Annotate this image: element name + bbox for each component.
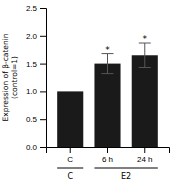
y-tick: 1.5 bbox=[26, 60, 46, 69]
annotation: * bbox=[143, 34, 148, 44]
x-tick-label: 24 h bbox=[137, 155, 153, 164]
x-tick: 6 h bbox=[102, 147, 113, 164]
x-tick-label: C bbox=[67, 155, 73, 164]
y-tick: 2.5 bbox=[26, 4, 46, 13]
x-tick-label: 6 h bbox=[102, 155, 113, 164]
plot: 0.0 0.5 1.0 1.5 2.0 2.5 C 6 h 24 h Expression of … bbox=[1, 4, 170, 181]
y-tick-mark bbox=[40, 91, 46, 92]
y-tick-mark bbox=[40, 36, 46, 37]
y-tick-label: 0.5 bbox=[26, 115, 38, 124]
chart-svg: 0.0 0.5 1.0 1.5 2.0 2.5 C 6 h 24 h Expression of … bbox=[0, 0, 175, 185]
y-axis-line bbox=[40, 9, 47, 148]
y-tick-mark bbox=[40, 64, 46, 65]
y-tick-mark bbox=[40, 8, 46, 9]
y-axis-title: Expression of β-catenin(control=1) bbox=[1, 33, 19, 121]
y-tick-label: 0.0 bbox=[26, 143, 38, 152]
y-tick: 0.5 bbox=[26, 115, 46, 124]
y-axis: 0.0 0.5 1.0 1.5 2.0 2.5 bbox=[26, 4, 47, 152]
x-axis: C 6 h 24 h bbox=[47, 147, 170, 164]
y-tick-label: 2.0 bbox=[26, 32, 38, 41]
y-tick-label: 1.0 bbox=[26, 87, 38, 96]
x-tick-mark bbox=[107, 147, 108, 153]
y-tick-label: 1.5 bbox=[26, 60, 38, 69]
x-tick: C bbox=[67, 147, 73, 164]
x-tick-mark bbox=[144, 147, 145, 153]
y-tick-label: 2.5 bbox=[26, 4, 38, 13]
group-label: E2 bbox=[121, 172, 131, 181]
y-tick: 2.0 bbox=[26, 32, 46, 41]
bar bbox=[94, 64, 120, 147]
x-tick: 24 h bbox=[137, 147, 153, 164]
y-tick: 0.0 bbox=[26, 143, 46, 152]
bar bbox=[57, 91, 83, 147]
y-tick-mark bbox=[40, 119, 46, 120]
marks bbox=[57, 43, 158, 147]
chart-container: 0.0 0.5 1.0 1.5 2.0 2.5 C 6 h 24 h Expression of … bbox=[0, 0, 175, 185]
error-bar-cap bbox=[102, 73, 114, 74]
error-bar-line bbox=[144, 43, 145, 67]
error-bar-cap bbox=[139, 67, 151, 68]
x-axis-line bbox=[47, 148, 170, 154]
bar bbox=[132, 55, 158, 147]
y-tick-mark bbox=[40, 147, 46, 148]
group-label: C bbox=[67, 172, 73, 181]
group-underline bbox=[94, 168, 157, 169]
x-tick-mark bbox=[70, 147, 71, 153]
error-bar bbox=[102, 54, 114, 74]
y-tick: 1.0 bbox=[26, 87, 46, 96]
error-bar bbox=[139, 43, 151, 67]
group-underline bbox=[57, 168, 83, 169]
error-bar-line bbox=[107, 54, 108, 74]
annotation: * bbox=[105, 45, 110, 55]
